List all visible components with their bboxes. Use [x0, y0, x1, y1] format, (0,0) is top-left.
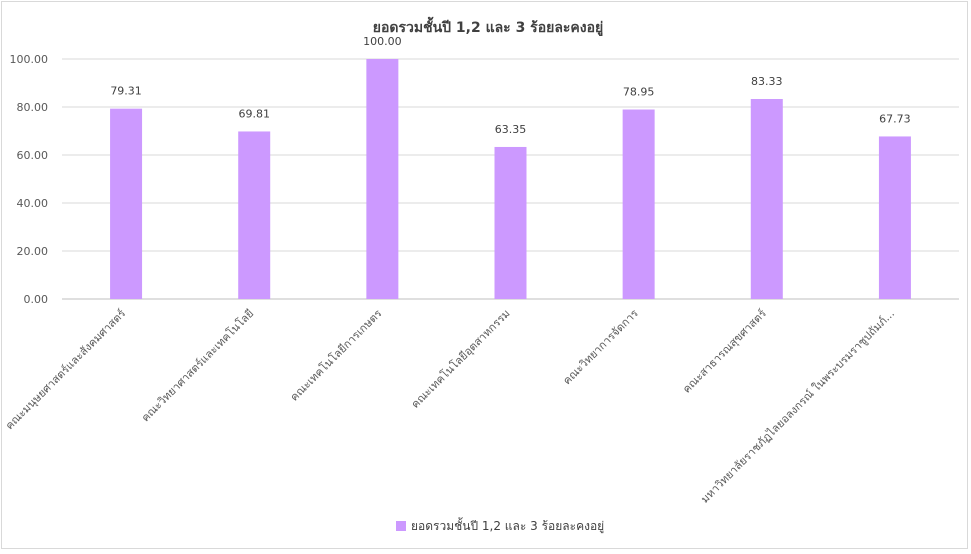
- bar: [494, 146, 527, 299]
- data-label: 79.31: [110, 85, 142, 98]
- y-tick-label: 20.00: [17, 245, 49, 258]
- data-label: 83.33: [751, 75, 783, 88]
- x-tick-label: คณะวิทยาการจัดการ: [560, 307, 640, 387]
- legend-swatch: [396, 521, 406, 531]
- x-tick-label: มหาวิทยาลัยราชภัฏไลยอลงกรณ์ ในพระบรมราชู…: [698, 307, 897, 506]
- bar: [110, 108, 143, 299]
- x-tick-label: คณะวิทยาศาสตร์และเทคโนโลยี: [138, 306, 256, 424]
- data-label: 100.00: [363, 35, 402, 48]
- y-tick-label: 40.00: [17, 197, 49, 210]
- y-tick-label: 0.00: [24, 293, 49, 306]
- bar: [366, 59, 399, 299]
- data-labels: 79.31 69.81 100.00 63.35 78.95 83.33 67.73: [110, 35, 910, 136]
- bar: [878, 136, 911, 299]
- chart-title: ยอดรวมชั้นปี 1,2 และ 3 ร้อยละคงอยู่: [373, 16, 603, 36]
- x-tick-label: คณะสาธารณสุขศาสตร์: [680, 307, 769, 396]
- x-tick-label: คณะมนุษยศาสตร์และสังคมศาสตร์: [3, 307, 128, 432]
- legend-label: ยอดรวมชั้นปี 1,2 และ 3 ร้อยละคงอยู่: [411, 517, 604, 534]
- data-label: 78.95: [623, 86, 655, 99]
- legend: ยอดรวมชั้นปี 1,2 และ 3 ร้อยละคงอยู่: [396, 517, 604, 534]
- data-label: 67.73: [879, 112, 911, 125]
- x-tick-label: คณะเทคโนโลยีอุตสาหกรรม: [408, 306, 513, 411]
- data-label: 69.81: [238, 107, 270, 120]
- y-tick-label: 80.00: [17, 101, 49, 114]
- y-tick-label: 60.00: [17, 149, 49, 162]
- x-tick-label: คณะเทคโนโลยีการเกษตร: [287, 306, 385, 404]
- y-tick-label: 100.00: [10, 53, 49, 66]
- bar: [238, 131, 271, 299]
- x-axis-ticks: คณะมนุษยศาสตร์และสังคมศาสตร์ คณะวิทยาศาสต…: [3, 306, 897, 506]
- bar: [750, 99, 783, 300]
- y-axis-ticks: 0.00 20.00 40.00 60.00 80.00 100.00: [10, 53, 49, 306]
- bars: [110, 59, 911, 300]
- bar: [622, 109, 655, 300]
- data-label: 63.35: [495, 123, 527, 136]
